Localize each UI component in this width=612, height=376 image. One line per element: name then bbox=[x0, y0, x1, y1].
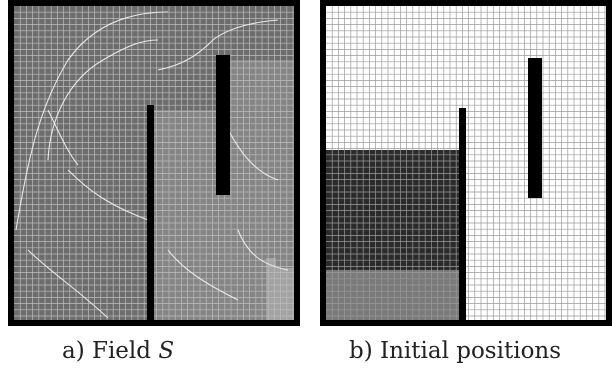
wall-segment bbox=[216, 55, 230, 195]
field-contour-line bbox=[167, 249, 239, 301]
initial-positions-panel bbox=[320, 0, 612, 334]
caption-field-s: a) Field S bbox=[62, 338, 174, 364]
caption-initial-positions: b) Initial positions bbox=[349, 338, 561, 364]
caption-initial-positions-text: b) Initial positions bbox=[349, 338, 562, 364]
wall-segment bbox=[528, 58, 542, 198]
wall-segment bbox=[459, 108, 466, 320]
field-contour-line bbox=[47, 39, 159, 161]
wall-segment bbox=[147, 105, 154, 320]
occupied-region-sparse bbox=[326, 270, 464, 320]
caption-field-s-symbol: S bbox=[158, 338, 175, 364]
field-s-grid bbox=[8, 0, 300, 326]
grid-border bbox=[320, 0, 612, 326]
occupied-region-dense bbox=[326, 150, 464, 270]
field-contour-line bbox=[15, 11, 169, 231]
field-contour-line bbox=[237, 229, 289, 271]
field-contour-line bbox=[47, 109, 79, 166]
grid-border bbox=[8, 0, 300, 326]
field-contour-line bbox=[157, 19, 279, 71]
field-s-panel bbox=[8, 0, 304, 334]
field-contour-line bbox=[27, 249, 109, 319]
caption-field-s-text: a) Field bbox=[62, 338, 159, 364]
initial-positions-grid bbox=[320, 0, 612, 326]
field-contour-line bbox=[67, 169, 149, 221]
